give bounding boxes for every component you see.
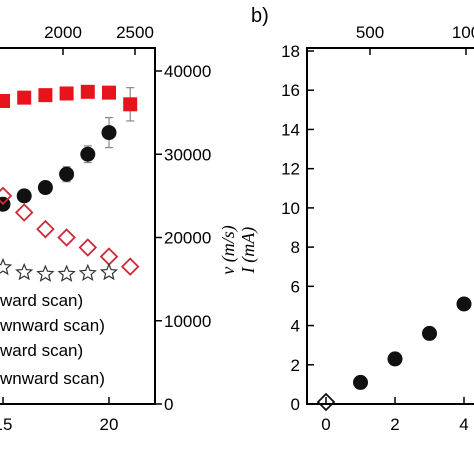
panel-b-top-tick-label: 100: [452, 23, 474, 42]
panel-a-right-tick-label: 40000: [164, 62, 211, 81]
data-point: [101, 125, 117, 141]
data-point: [123, 97, 138, 112]
data-point: [38, 88, 53, 103]
data-point: [78, 238, 98, 257]
panel-b-top-tick-label: 500: [356, 23, 384, 42]
legend-entry-4: wnward scan): [0, 369, 105, 388]
legend-entry-3: ward scan): [0, 341, 83, 360]
panel-a-right-tick-label: 20000: [164, 229, 211, 248]
panel-b-left-tick-label: 12: [281, 160, 300, 179]
data-point: [80, 84, 95, 99]
data-point: [99, 262, 119, 281]
panel-b-bottom-tick-label: 4: [459, 415, 468, 434]
panel-b-left-tick-label: 16: [281, 81, 300, 100]
data-point: [36, 264, 55, 282]
panel-b-left-tick-label: 10: [281, 199, 300, 218]
data-point: [59, 86, 74, 101]
panel-a-series: [0, 84, 140, 282]
data-point: [80, 146, 96, 162]
panel-b-left-tick-label: 18: [281, 42, 300, 61]
data-point: [17, 90, 32, 105]
panel-b-ylabel-1: ν (m/s): [218, 225, 239, 274]
panel-b-top-axis: 500 100: [356, 23, 474, 55]
data-point: [0, 93, 10, 108]
data-point: [16, 188, 32, 204]
panel-a-top-tick-label: 2500: [116, 23, 154, 42]
legend-entry-1: ward scan): [0, 291, 83, 310]
panel-b-label: b): [251, 5, 269, 27]
panel-a-series-1: [0, 84, 138, 122]
panel-b-series: [316, 296, 472, 412]
panel-a-series-2: [0, 117, 117, 212]
panel-b-left-tick-label: 2: [291, 356, 300, 375]
panel-b-left-tick-label: 6: [291, 277, 300, 296]
legend-entry-2: wnward scan): [0, 316, 105, 335]
panel-b-plot-frame: [306, 47, 474, 405]
data-point: [37, 180, 53, 196]
panel-b-series-1: [353, 296, 472, 390]
panel-b-left-tick-label: 8: [291, 238, 300, 257]
panel-a-right-axis: 0 10000 20000 30000 40000: [155, 62, 211, 414]
panel-b-left-tick-label: 0: [291, 395, 300, 414]
panel-a-bottom-tick-label: 15: [0, 415, 12, 434]
panel-a-plot-frame: [0, 47, 156, 405]
panel-a-top-tick-label: 2000: [44, 23, 82, 42]
panel-a-bottom-axis: 1520: [0, 397, 118, 434]
data-point: [422, 325, 437, 341]
data-point: [99, 247, 119, 266]
data-point: [14, 203, 34, 222]
panel-b-left-axis: 0 2 4 6 8 10 12 14 16 18: [281, 42, 314, 414]
panel-a-top-axis: 2000 2500: [44, 23, 154, 55]
data-point: [0, 196, 11, 212]
data-point: [59, 166, 75, 182]
data-point: [15, 262, 34, 281]
panel-b-series-2: [316, 392, 336, 412]
data-point: [456, 296, 472, 312]
panel-a-right-tick-label: 10000: [164, 312, 211, 331]
data-point: [78, 263, 97, 282]
panel-b-ylabel-2: I (mA): [238, 227, 259, 274]
panel-b-left-tick-label: 14: [281, 120, 300, 139]
panel-b-ylabel: ν (m/s) I (mA): [218, 225, 259, 274]
data-point: [0, 186, 13, 206]
data-point: [353, 374, 368, 390]
data-point: [0, 257, 13, 276]
panel-a-series-4: [0, 257, 119, 282]
data-point: [387, 351, 403, 367]
data-point: [102, 85, 116, 100]
panel-a-right-tick-label: 0: [164, 395, 173, 414]
panel-b-left-tick-label: 4: [291, 317, 300, 336]
data-point: [316, 392, 336, 412]
data-point: [57, 228, 76, 247]
data-point: [120, 257, 140, 276]
panel-a-legend: ward scan) wnward scan) ward scan) wnwar…: [0, 291, 105, 388]
panel-b-bottom-tick-label: 0: [321, 415, 330, 434]
panel-a-bottom-tick-label: 20: [100, 415, 119, 434]
data-point: [57, 264, 76, 282]
panel-b-bottom-tick-label: 2: [390, 415, 399, 434]
panel-a-right-tick-label: 30000: [164, 145, 211, 164]
data-point: [36, 219, 55, 239]
